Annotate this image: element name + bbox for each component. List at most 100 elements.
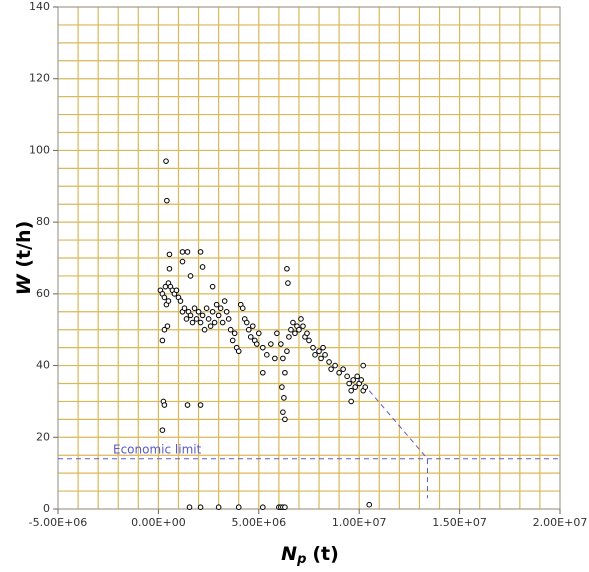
data-point <box>256 330 262 337</box>
data-point <box>286 334 292 340</box>
data-point <box>159 427 166 433</box>
data-point <box>164 197 170 204</box>
data-point <box>260 369 266 376</box>
data-point <box>350 377 356 383</box>
data-point <box>344 373 350 380</box>
data-point <box>282 369 288 376</box>
data-point <box>165 298 172 304</box>
data-point <box>284 265 290 272</box>
data-point <box>336 369 342 376</box>
data-point <box>207 323 214 329</box>
data-point <box>352 384 358 390</box>
data-point <box>215 504 222 511</box>
data-point <box>199 264 206 270</box>
data-point <box>201 326 208 333</box>
data-point <box>217 305 224 312</box>
data-point <box>195 308 202 315</box>
data-point <box>184 402 191 408</box>
data-point <box>320 344 326 351</box>
data-point <box>362 384 369 390</box>
data-point <box>300 323 306 329</box>
data-point <box>186 504 193 511</box>
data-point <box>161 294 168 301</box>
data-point <box>163 158 169 164</box>
data-point <box>346 380 352 387</box>
x-tick-label: -5.00E+06 <box>29 516 88 529</box>
data-point <box>197 402 204 408</box>
data-point <box>247 334 254 340</box>
y-tick-label: 140 <box>29 0 50 13</box>
data-point <box>189 319 196 326</box>
data-point <box>316 348 322 355</box>
data-point <box>328 366 334 372</box>
x-tick-label: 5.00E+06 <box>231 516 286 529</box>
data-point <box>322 352 328 358</box>
y-tick-label: 80 <box>36 215 50 228</box>
data-point <box>249 323 256 329</box>
data-point <box>285 280 291 286</box>
data-point <box>187 273 194 279</box>
data-point <box>191 305 198 312</box>
x-tick-label: 1.50E+07 <box>432 516 487 529</box>
x-axis-unit: (t) <box>312 543 338 565</box>
data-point <box>282 416 288 423</box>
data-point <box>318 355 324 362</box>
data-point <box>161 326 168 333</box>
data-point <box>221 298 228 304</box>
data-point <box>239 305 246 312</box>
data-point <box>235 504 242 511</box>
data-point <box>306 337 312 344</box>
data-point <box>288 326 294 333</box>
data-point <box>366 501 373 508</box>
data-point <box>179 258 186 265</box>
data-point <box>340 366 346 372</box>
data-point <box>348 398 354 405</box>
data-point <box>360 362 367 369</box>
data-point <box>298 316 304 322</box>
data-point <box>197 319 204 326</box>
y-tick-label: 60 <box>36 287 50 300</box>
x-axis-symbol: N <box>281 543 297 565</box>
data-point <box>179 249 186 255</box>
data-point <box>181 305 188 312</box>
data-point <box>268 341 274 347</box>
x-tick-label: 1.00E+07 <box>332 516 387 529</box>
data-point <box>264 352 270 358</box>
data-point <box>279 384 285 390</box>
data-point <box>209 283 216 290</box>
y-axis-unit: (t/h) <box>13 221 35 268</box>
x-tick-label: 2.00E+07 <box>533 516 588 529</box>
data-point <box>227 326 234 333</box>
data-point <box>159 337 166 344</box>
data-point <box>164 323 171 329</box>
data-point <box>235 348 242 355</box>
data-point <box>184 249 191 255</box>
plot-frame <box>57 6 561 510</box>
data-point <box>231 330 238 337</box>
data-point <box>292 330 298 337</box>
y-axis-symbol: W <box>13 273 35 295</box>
y-axis-title: W (t/h) <box>13 221 35 296</box>
data-point <box>260 344 266 351</box>
economic-limit-label: Economic limit <box>113 442 202 456</box>
y-tick-label: 20 <box>36 430 50 443</box>
y-tick-label: 100 <box>29 143 50 156</box>
data-point <box>183 316 190 322</box>
y-tick-label: 120 <box>29 72 50 85</box>
data-point <box>211 319 218 326</box>
data-point <box>173 287 180 294</box>
data-point <box>203 305 210 312</box>
data-point <box>348 387 354 394</box>
data-point <box>243 319 250 326</box>
x-axis-title: Np (t) <box>281 543 339 567</box>
data-point <box>199 312 206 319</box>
data-point <box>187 312 194 319</box>
x-axis-subscript: p <box>296 552 306 567</box>
data-point <box>310 344 316 351</box>
trend-line <box>368 390 428 499</box>
data-point <box>219 319 226 326</box>
data-point <box>281 395 287 401</box>
data-point <box>193 316 200 322</box>
data-point <box>280 409 286 415</box>
